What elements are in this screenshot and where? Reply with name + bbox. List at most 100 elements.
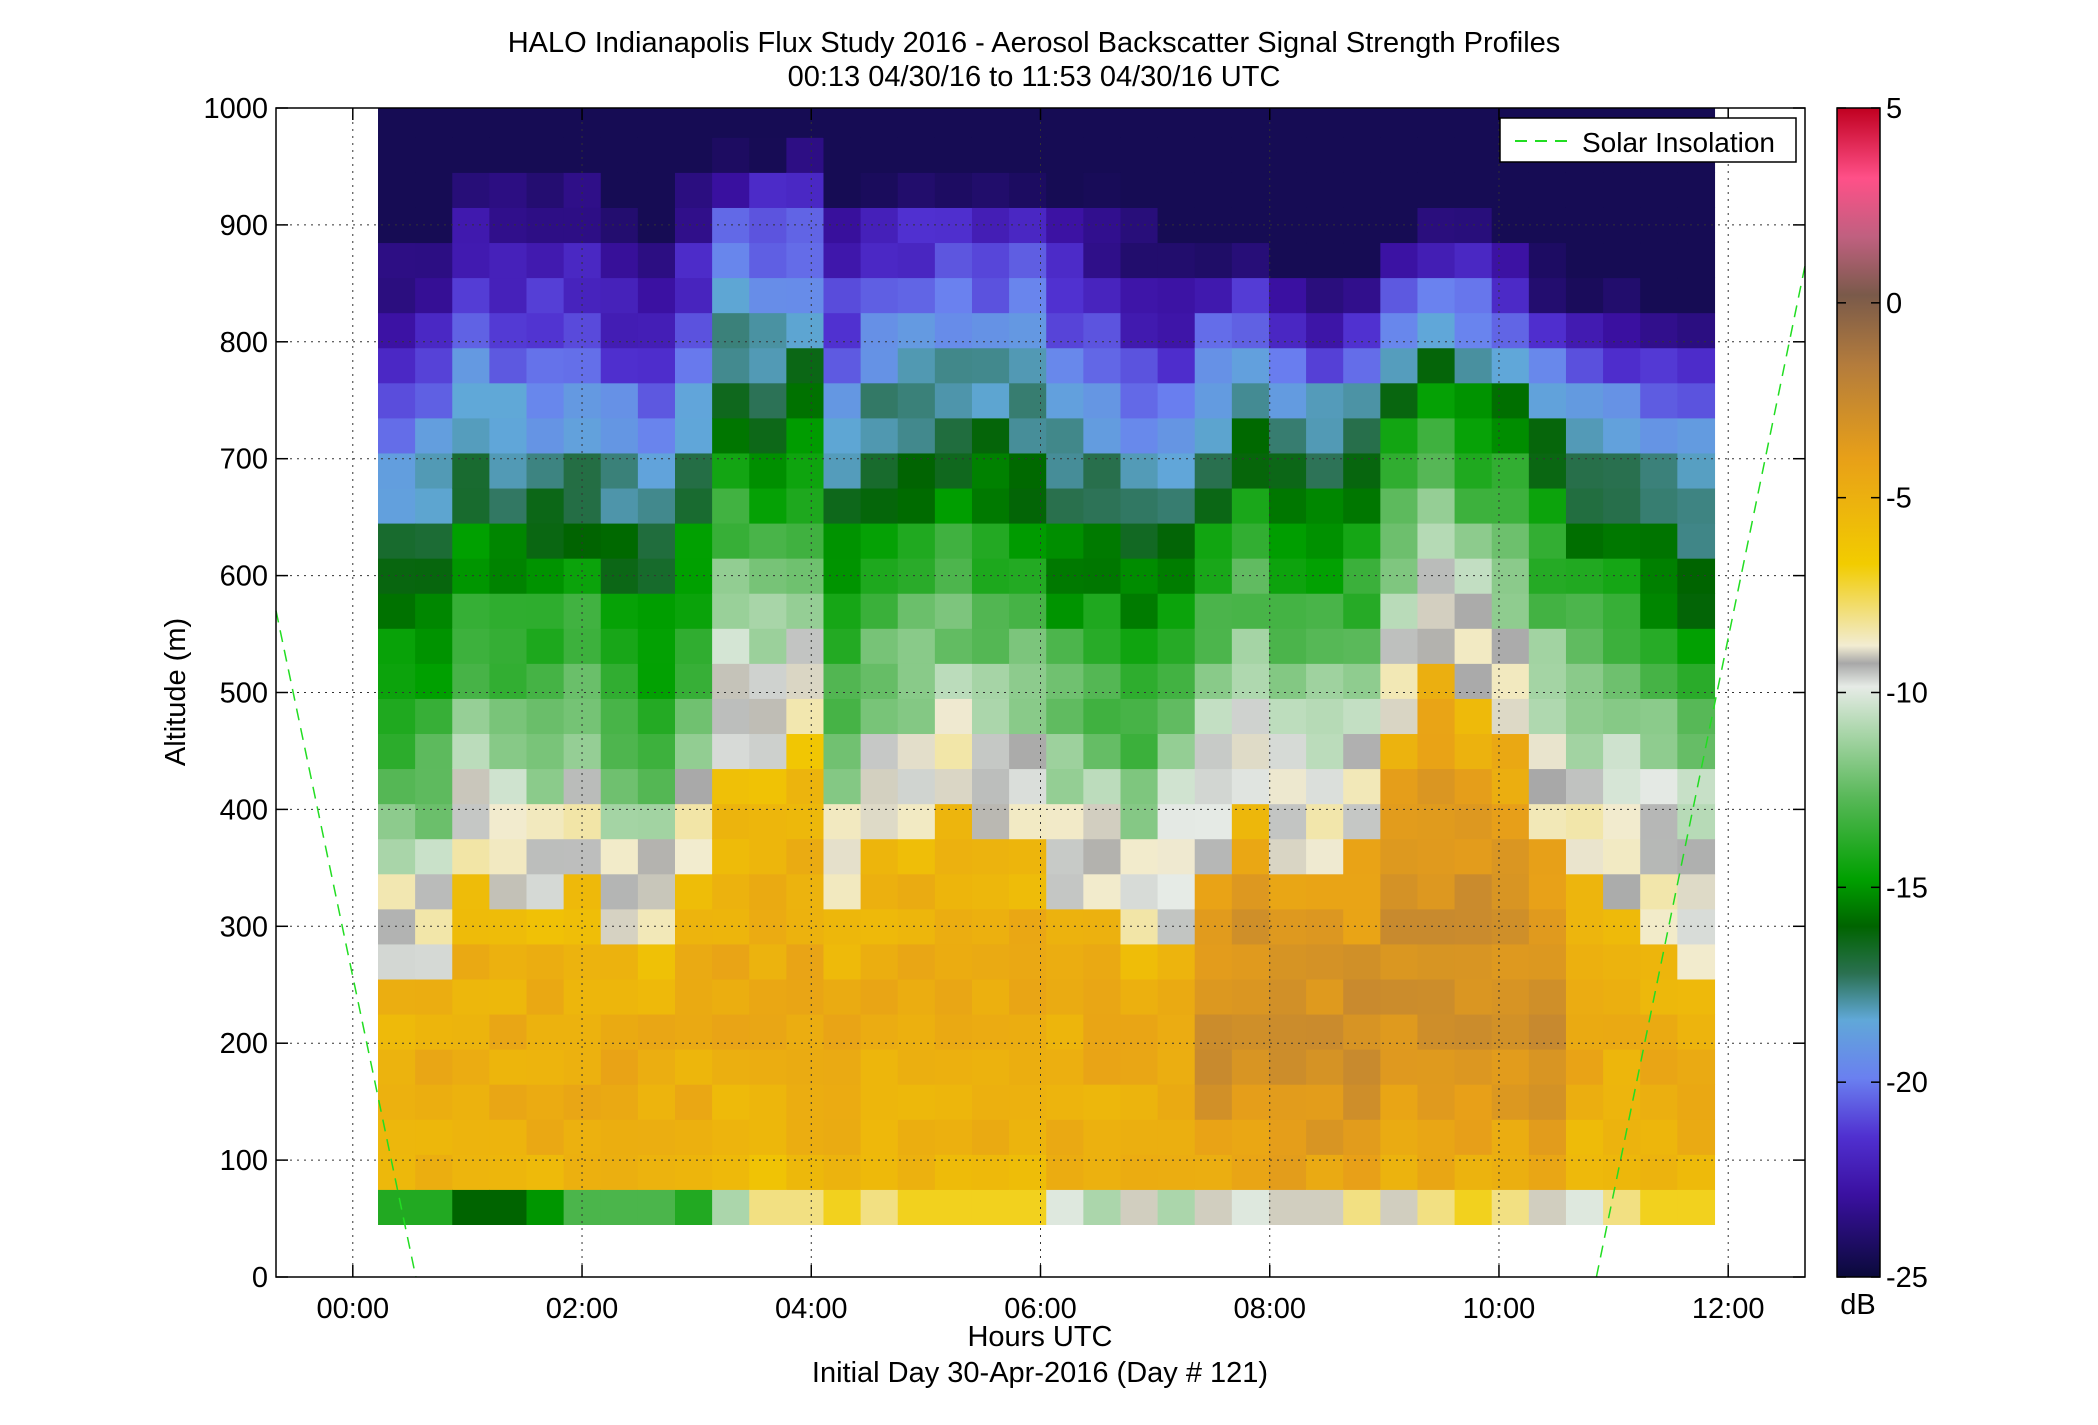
heatmap-cell [1046, 944, 1084, 980]
heatmap-cell [1603, 663, 1641, 699]
heatmap-cell [1009, 1154, 1047, 1190]
heatmap-cell [1677, 1049, 1715, 1085]
heatmap-cell [1417, 733, 1455, 769]
heatmap-cell [1529, 874, 1567, 910]
heatmap-cell [1417, 278, 1455, 314]
heatmap-cell [1380, 663, 1418, 699]
heatmap-cell [749, 944, 787, 980]
heatmap-cell [1269, 874, 1307, 910]
heatmap-cell [415, 663, 453, 699]
heatmap-cell [749, 108, 787, 138]
colorbar-tick-label: -20 [1886, 1067, 1928, 1099]
heatmap-cell [935, 1189, 973, 1225]
heatmap-cell [452, 768, 490, 804]
heatmap-cell [935, 348, 973, 384]
heatmap-cell [749, 1014, 787, 1050]
heatmap-cell [601, 979, 639, 1015]
heatmap-cell [823, 488, 861, 524]
heatmap-cell [452, 207, 490, 243]
legend: Solar Insolation [1500, 118, 1796, 162]
heatmap-cell [972, 1119, 1010, 1155]
heatmap-cell [898, 663, 936, 699]
heatmap-cell [935, 1014, 973, 1050]
heatmap-cell [415, 207, 453, 243]
colorbar-tick-label: -25 [1886, 1262, 1928, 1294]
heatmap-cell [972, 663, 1010, 699]
heatmap-cell [786, 453, 824, 489]
heatmap-cell [675, 453, 713, 489]
heatmap-cell [1677, 523, 1715, 559]
heatmap-cell [823, 979, 861, 1015]
heatmap-cell [823, 1189, 861, 1225]
heatmap-cell [1603, 1014, 1641, 1050]
heatmap-cell [861, 944, 899, 980]
heatmap-cell [1009, 523, 1047, 559]
heatmap-cell [1306, 523, 1344, 559]
heatmap-cell [786, 733, 824, 769]
heatmap-cell [898, 1154, 936, 1190]
heatmap-cell [1492, 313, 1530, 349]
y-tick-label: 300 [220, 911, 268, 943]
heatmap-cell [1046, 418, 1084, 454]
heatmap-cell [1232, 1014, 1270, 1050]
heatmap-cell [1269, 663, 1307, 699]
heatmap-cell [1640, 733, 1678, 769]
heatmap-cell [1306, 108, 1344, 138]
heatmap-cell [712, 733, 750, 769]
heatmap-cell [1343, 944, 1381, 980]
heatmap-cell [527, 804, 565, 840]
heatmap-cell [935, 733, 973, 769]
heatmap-cell [1677, 979, 1715, 1015]
heatmap-cell [1603, 313, 1641, 349]
y-tick-label: 1000 [203, 93, 268, 125]
heatmap-cell [1083, 1014, 1121, 1050]
heatmap-cell [638, 108, 676, 138]
heatmap-cell [972, 488, 1010, 524]
heatmap-cell [1158, 278, 1196, 314]
heatmap-cell [1566, 278, 1604, 314]
heatmap-cell [1269, 1014, 1307, 1050]
heatmap-cell [1306, 242, 1344, 278]
heatmap-cell [415, 1189, 453, 1225]
heatmap-cell [1529, 558, 1567, 594]
heatmap-cell [749, 979, 787, 1015]
heatmap-cell [1158, 698, 1196, 734]
heatmap-cell [786, 628, 824, 664]
heatmap-cell [786, 1049, 824, 1085]
heatmap-cell [1492, 663, 1530, 699]
heatmap-cell [1046, 207, 1084, 243]
heatmap-cell [1046, 1014, 1084, 1050]
heatmap-cell [452, 418, 490, 454]
heatmap-cell [1417, 418, 1455, 454]
heatmap-cell [1677, 874, 1715, 910]
heatmap-cell [1566, 313, 1604, 349]
heatmap-cell [972, 242, 1010, 278]
heatmap-cell [935, 804, 973, 840]
heatmap-cell [1269, 944, 1307, 980]
heatmap-cell [1529, 453, 1567, 489]
heatmap-cell [1492, 733, 1530, 769]
heatmap-cell [1046, 1189, 1084, 1225]
heatmap-cell [1195, 278, 1233, 314]
heatmap-cell [1640, 453, 1678, 489]
heatmap-cell [1417, 839, 1455, 875]
heatmap-cell [861, 418, 899, 454]
heatmap-cell [1195, 172, 1233, 208]
heatmap-cell [1677, 383, 1715, 419]
heatmap-cell [972, 1014, 1010, 1050]
heatmap-cell [749, 418, 787, 454]
heatmap-cell [935, 909, 973, 945]
heatmap-cell [1417, 663, 1455, 699]
heatmap-cell [489, 488, 527, 524]
heatmap-cell [861, 523, 899, 559]
heatmap-cell [1492, 383, 1530, 419]
heatmap-cell [1380, 979, 1418, 1015]
heatmap-cell [1640, 418, 1678, 454]
heatmap-cell [601, 698, 639, 734]
heatmap-cell [601, 628, 639, 664]
heatmap-cell [1195, 628, 1233, 664]
heatmap-cell [675, 979, 713, 1015]
heatmap-cell [1677, 1154, 1715, 1190]
heatmap-cell [1677, 278, 1715, 314]
heatmap-cell [1306, 698, 1344, 734]
